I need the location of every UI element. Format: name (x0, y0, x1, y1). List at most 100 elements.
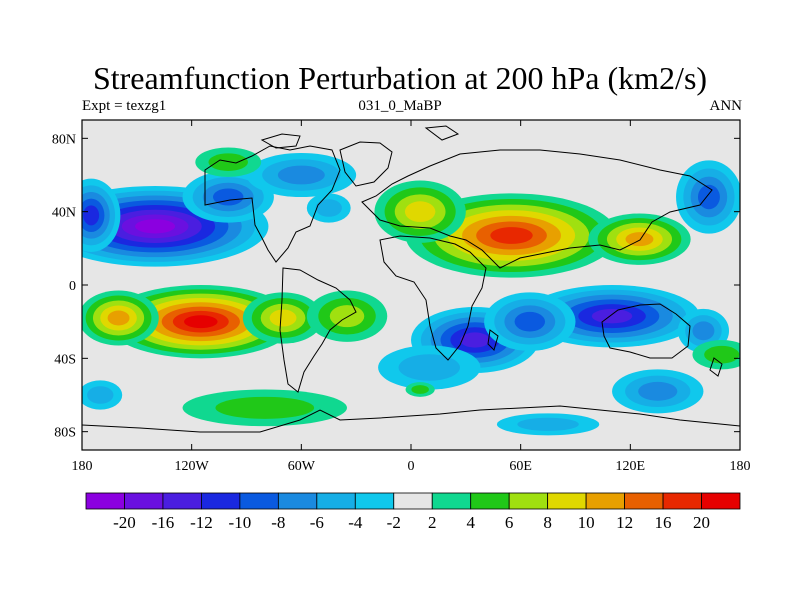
colorbar-box (624, 492, 664, 510)
colorbar-box (393, 492, 433, 510)
colorbar-label: 6 (505, 513, 514, 532)
colorbar-box (508, 492, 549, 510)
colorbar-label: 8 (543, 513, 552, 532)
coast-south-america (279, 267, 357, 393)
colorbar-label: -12 (190, 513, 213, 532)
contour-neg-sh-io-west-3 (514, 311, 546, 332)
contour-neg-sh-southaus-2 (638, 381, 678, 401)
anomaly-pos-sh-south (182, 389, 348, 427)
anomaly-neg-npac-west (82, 178, 121, 252)
contour-neg-na-center-3 (212, 188, 244, 206)
coast-north-america (204, 145, 341, 263)
anomaly-pos-europe (374, 180, 466, 243)
anomaly-neg-antarctic (496, 413, 600, 436)
coast-greenland (339, 141, 393, 187)
contour-pos-east-asia-4 (625, 232, 654, 247)
x-tick-label: 0 (408, 459, 415, 474)
contour-pos-eurasia-6 (490, 227, 533, 244)
contour-neg-na-east-1 (315, 199, 342, 217)
contour-pos-sh-pacific-7 (184, 315, 218, 329)
anomaly-neg-sh-io-west (484, 292, 576, 351)
coast-madagascar (487, 329, 499, 351)
anomaly-pos-sh-pac-west (82, 290, 159, 346)
colorbar-box (547, 492, 587, 510)
chart-title: Streamfunction Perturbation at 200 hPa (… (92, 60, 708, 96)
x-tick-label: 60W (288, 459, 316, 474)
colorbar-box (201, 492, 241, 510)
colorbar-label: -2 (387, 513, 401, 532)
colorbar-box (585, 492, 625, 510)
contour-neg-southatl-1 (398, 354, 460, 381)
colorbar-label: -6 (310, 513, 324, 532)
anomaly-pos-sh-mid (405, 382, 435, 397)
anomaly-pos-arctic (195, 147, 262, 177)
anomaly-neg-na-east (306, 193, 351, 223)
anomaly-pos-sh-pac-east (242, 292, 324, 344)
y-tick-label: 40N (52, 206, 76, 221)
colorbar-label: 4 (466, 513, 475, 532)
coast-arctic-islands (260, 125, 460, 149)
colorbar-box (85, 492, 125, 510)
anomaly-neg-sh-southpac (82, 380, 123, 410)
colorbar-label: -16 (152, 513, 175, 532)
colorbar-box (162, 492, 202, 510)
period-label: 031_0_MaBP (358, 98, 442, 114)
coast-eurasia (361, 149, 713, 269)
contour-pos-europe-3 (404, 201, 436, 223)
contour-pos-sh-atlantic-2 (329, 305, 365, 328)
anomaly-neg-sh-southaus (612, 369, 704, 414)
coast-new-zealand (709, 357, 723, 377)
colorbar-label: -4 (348, 513, 363, 532)
colorbar-label: 12 (616, 513, 633, 532)
colorbar-box (124, 492, 164, 510)
experiment-label: Expt = texzg1 (82, 98, 167, 114)
x-tick-label: 60E (509, 459, 532, 474)
contour-pos-sh-east-1 (704, 345, 740, 364)
contour-neg-sh-africa-5 (460, 332, 490, 348)
colorbar-label: 2 (428, 513, 437, 532)
colorbar-label: -10 (229, 513, 252, 532)
colorbar-label: -8 (271, 513, 285, 532)
contour-neg-nw-pacific-3 (697, 184, 720, 210)
coast-africa (379, 235, 487, 361)
x-tick-label: 120E (616, 459, 646, 474)
colorbar-box (662, 492, 702, 510)
season-label: ANN (709, 98, 743, 114)
y-tick-label: 40S (54, 352, 76, 367)
colorbar-label: -20 (113, 513, 136, 532)
contour-pos-arctic-1 (208, 153, 248, 171)
coast-australia (601, 303, 691, 359)
contour-pos-sh-mid-1 (411, 385, 429, 394)
colorbar-label: 20 (693, 513, 710, 532)
anomaly-pos-east-asia (588, 213, 691, 265)
contour-neg-arctic-am-2 (277, 165, 325, 185)
x-tick-label: 180 (730, 459, 751, 474)
anomaly-pos-sh-east (692, 340, 740, 370)
y-tick-label: 80N (52, 132, 76, 147)
colorbar-label: 10 (578, 513, 595, 532)
colorbar-box (470, 492, 510, 510)
anomaly-neg-arctic-am (246, 153, 357, 197)
y-tick-label: 0 (69, 279, 76, 294)
contour-neg-antarctic-1 (517, 417, 579, 431)
contour-neg-npac-west-4 (83, 205, 100, 226)
contour-neg-sh-pac-2 (692, 321, 715, 341)
y-tick-label: 80S (54, 426, 76, 441)
colorbar-box (239, 492, 279, 510)
contour-pos-sh-pac-west-4 (107, 310, 130, 326)
colorbar-label: 16 (655, 513, 672, 532)
anomaly-pos-sh-atlantic (306, 290, 388, 342)
colorbar-box (354, 492, 395, 510)
anomaly-neg-nw-pacific (676, 160, 740, 234)
colorbar-box (701, 492, 741, 510)
contour-neg-na-pacific-7 (135, 219, 176, 234)
contour-neg-sh-southpac-1 (87, 386, 114, 404)
x-tick-label: 180 (72, 459, 93, 474)
colorbar-box (316, 492, 356, 510)
contour-neg-sh-indian-5 (591, 308, 633, 324)
contour-pos-sh-pac-east-3 (269, 309, 297, 327)
x-tick-label: 120W (175, 459, 210, 474)
anomaly-pos-sh-pacific (105, 285, 296, 359)
contour-pos-sh-south-1 (215, 396, 315, 419)
